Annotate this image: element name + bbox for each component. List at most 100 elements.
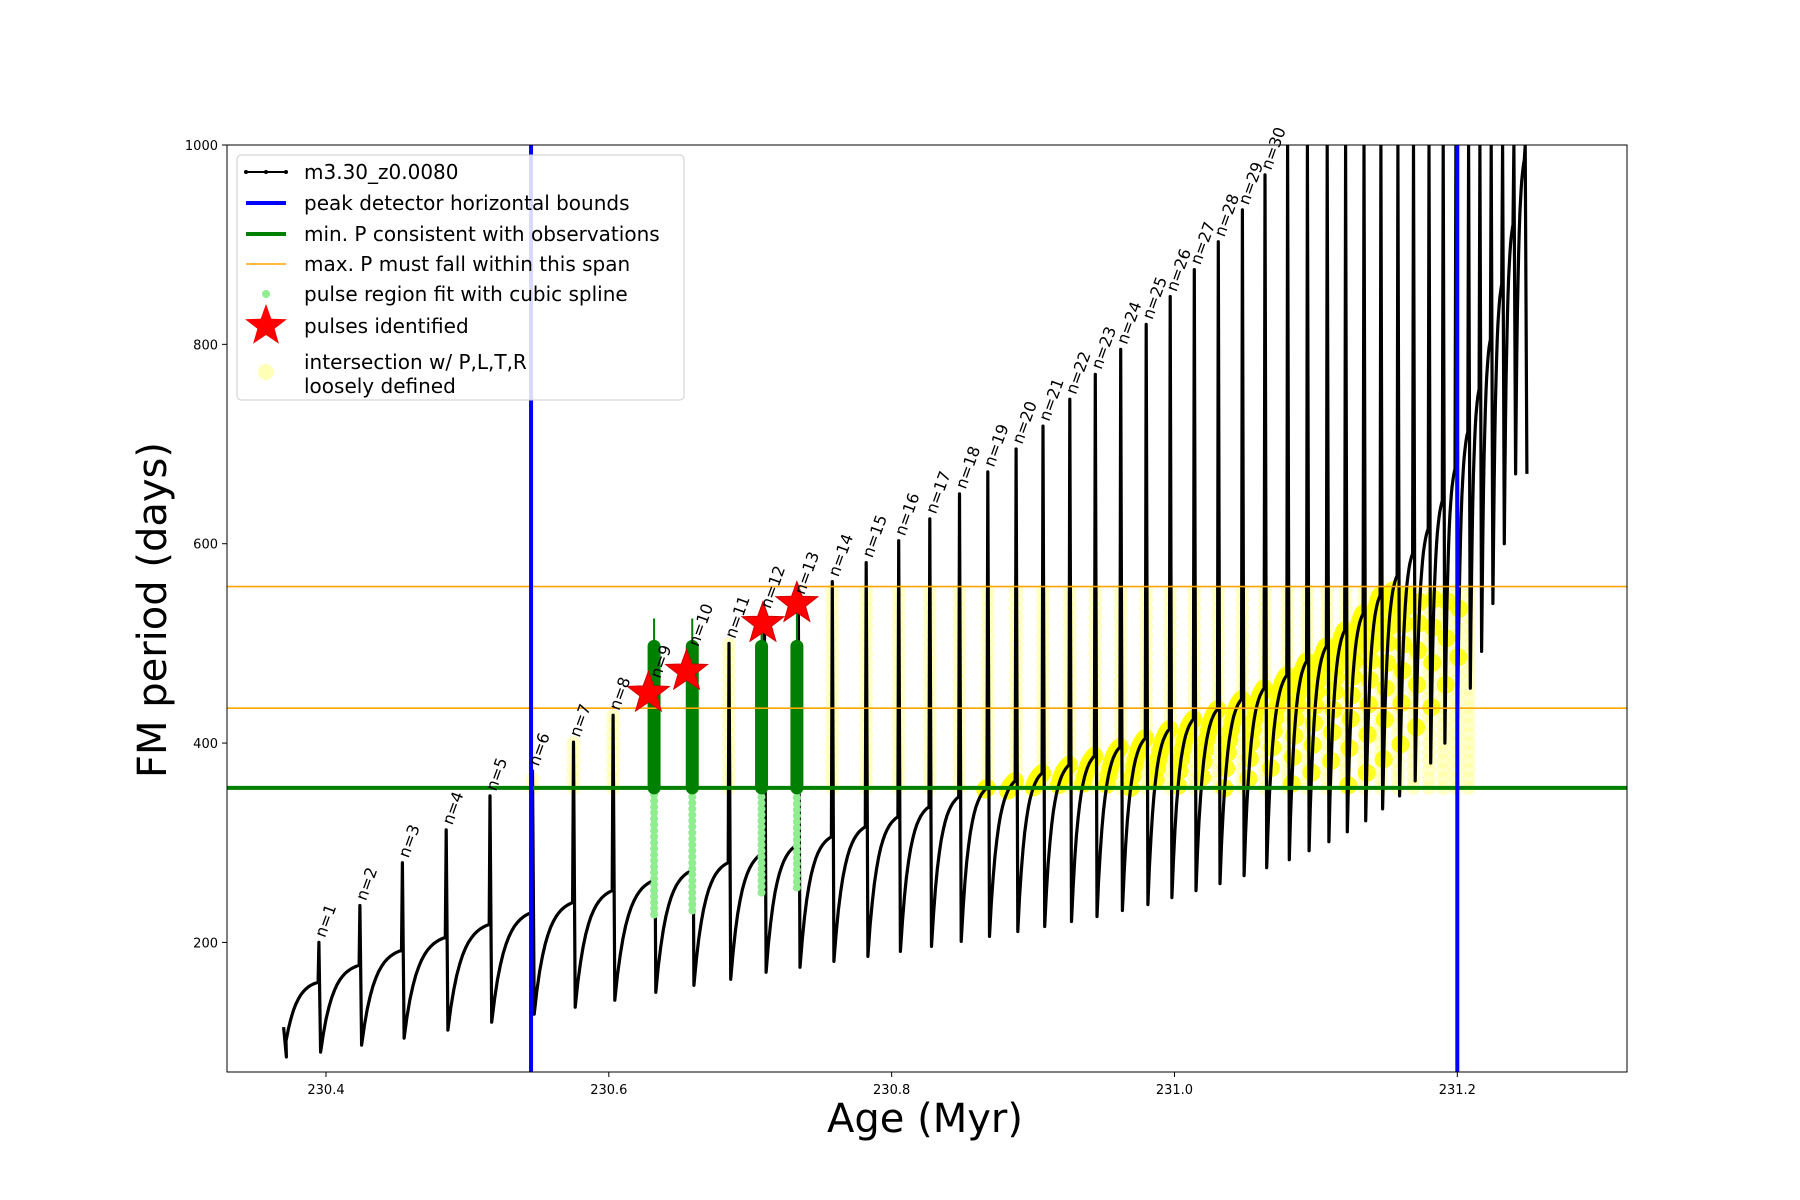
legend-handle-marker — [264, 170, 268, 174]
spline-fit-point — [650, 844, 659, 853]
spline-fit-point — [650, 826, 659, 835]
spline-fit-point — [688, 822, 697, 831]
spline-fit-point — [792, 835, 801, 844]
x-tick-label: 230.6 — [590, 1083, 627, 1098]
spline-fit-point — [792, 871, 801, 880]
spline-fit-point — [650, 808, 659, 817]
pulse-identified-star — [664, 647, 709, 691]
spline-fit-point — [650, 868, 659, 877]
legend-label: intersection w/ P,L,T,R — [304, 350, 527, 374]
spline-fit-point — [688, 828, 697, 837]
spline-fit-point — [792, 805, 801, 814]
spline-fit-point — [650, 838, 659, 847]
spline-fit-point — [792, 865, 801, 874]
spline-fit-point — [688, 870, 697, 879]
spline-fit-point — [792, 823, 801, 832]
spline-fit-point — [792, 841, 801, 850]
legend-handle-marker — [284, 170, 288, 174]
spline-fit-point — [688, 804, 697, 813]
model-track — [282, 145, 1529, 1059]
spline-fit-point — [688, 882, 697, 891]
spline-fit-point — [688, 834, 697, 843]
spline-fit-point — [688, 840, 697, 849]
spline-fit-point — [757, 870, 766, 879]
y-tick-label: 200 — [193, 936, 218, 951]
legend-label: pulse region fit with cubic spline — [304, 282, 628, 306]
spline-fit-point — [757, 804, 766, 813]
spline-fit-point — [688, 900, 697, 909]
legend-label: min. P consistent with observations — [304, 222, 660, 246]
pulse-identified-star — [740, 600, 786, 643]
spline-fit-point — [792, 847, 801, 856]
spline-fit-point — [688, 858, 697, 867]
spline-fit-point — [757, 816, 766, 825]
spline-fit-point — [688, 846, 697, 855]
legend-handle-star — [245, 304, 287, 344]
spline-fit-point — [650, 874, 659, 883]
spline-fit-point — [792, 799, 801, 808]
x-tick-label: 231.2 — [1439, 1083, 1476, 1098]
spline-fit-point — [757, 810, 766, 819]
pulses-identified — [626, 580, 820, 713]
spline-fit-point — [792, 829, 801, 838]
spline-fit-point — [688, 894, 697, 903]
spline-fit-point — [757, 864, 766, 873]
spline-fit-point — [757, 840, 766, 849]
y-tick-label: 800 — [193, 338, 218, 353]
spline-fit-point — [650, 850, 659, 859]
spline-fit-point — [757, 846, 766, 855]
spline-fit-point — [757, 834, 766, 843]
spline-fit-point — [650, 802, 659, 811]
spline-fit-point — [688, 792, 697, 801]
spline-fit-point — [650, 892, 659, 901]
spline-fit-point — [792, 811, 801, 820]
plot-frame — [226, 144, 1628, 1073]
spline-fit-point — [650, 796, 659, 805]
y-axis-title: FM period (days) — [130, 442, 176, 778]
spline-fit-point — [757, 852, 766, 861]
spline-fit-point — [688, 852, 697, 861]
pulse-identified-star — [626, 669, 671, 713]
spline-fit-point — [757, 798, 766, 807]
legend-label: loosely defined — [304, 374, 456, 398]
spline-fit-point — [757, 858, 766, 867]
legend-box — [236, 154, 685, 401]
spline-fit-point — [650, 886, 659, 895]
spline-fit-point — [650, 814, 659, 823]
spline-fit-point — [688, 888, 697, 897]
pulse-identified-star — [774, 580, 820, 623]
spline-fit-point — [757, 876, 766, 885]
legend-handle-dot — [262, 290, 270, 298]
spline-fit-point — [688, 816, 697, 825]
spline-fit-point — [757, 828, 766, 837]
x-axis-title: Age (Myr) — [827, 1096, 1023, 1142]
spline-fit-point — [792, 859, 801, 868]
spline-fit-point — [650, 862, 659, 871]
spline-fit-point — [650, 880, 659, 889]
spline-fit-point — [650, 856, 659, 865]
spline-fit-point — [757, 888, 766, 897]
spline-fit-point — [792, 817, 801, 826]
spline-fit-point — [792, 793, 801, 802]
spline-fit-point — [757, 882, 766, 891]
spline-fit-point — [792, 877, 801, 886]
legend-label: max. P must fall within this span — [304, 252, 630, 276]
y-tick-label: 400 — [193, 737, 218, 752]
spline-fit-point — [688, 810, 697, 819]
x-tick-label: 230.4 — [307, 1083, 344, 1098]
spline-fit-point — [757, 792, 766, 801]
y-tick-label: 600 — [193, 538, 218, 553]
legend-label: m3.30_z0.0080 — [304, 160, 459, 184]
y-tick-label: 1000 — [185, 139, 218, 154]
legend-handle-circle — [258, 364, 274, 380]
spline-fit-point — [650, 910, 659, 919]
spline-fit-point — [792, 853, 801, 862]
legend-label: pulses identified — [304, 314, 469, 338]
x-tick-label: 230.8 — [873, 1083, 910, 1098]
spline-fit-point — [688, 906, 697, 915]
spline-fit-point — [688, 876, 697, 885]
spline-fit-point — [688, 798, 697, 807]
model-track-line — [282, 145, 1529, 1059]
